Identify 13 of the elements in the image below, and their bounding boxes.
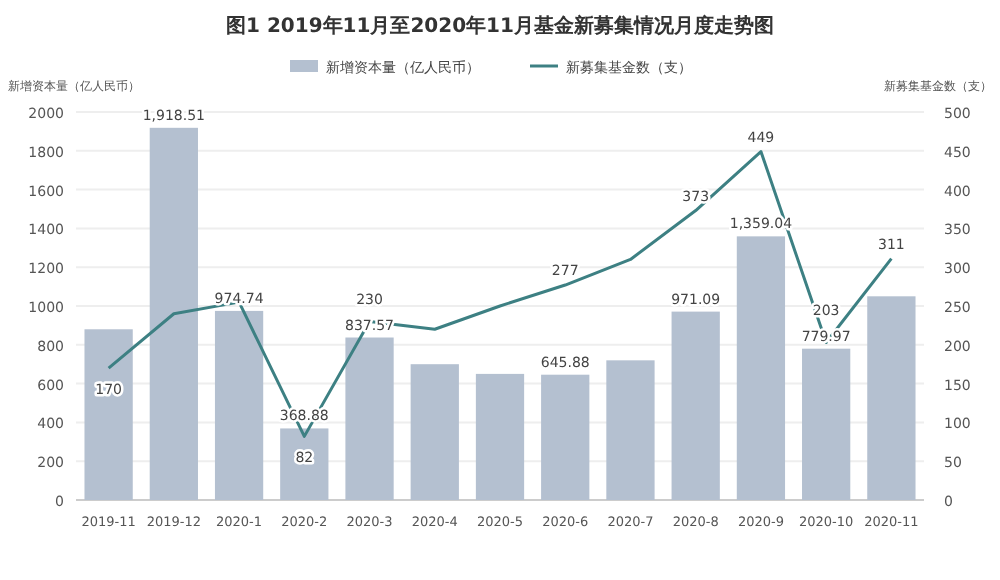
bar (671, 311, 720, 500)
bar (802, 348, 851, 500)
bar (214, 310, 264, 500)
bar (149, 127, 198, 500)
bar (606, 360, 655, 500)
bar (475, 373, 525, 500)
chart-title: 图1 2019年11月至2020年11月基金新募集情况月度走势图 (226, 14, 774, 38)
bar (345, 337, 394, 500)
bar (84, 329, 133, 500)
bar (541, 374, 590, 500)
bar (736, 236, 786, 500)
bar (410, 364, 459, 500)
bar (867, 296, 916, 500)
